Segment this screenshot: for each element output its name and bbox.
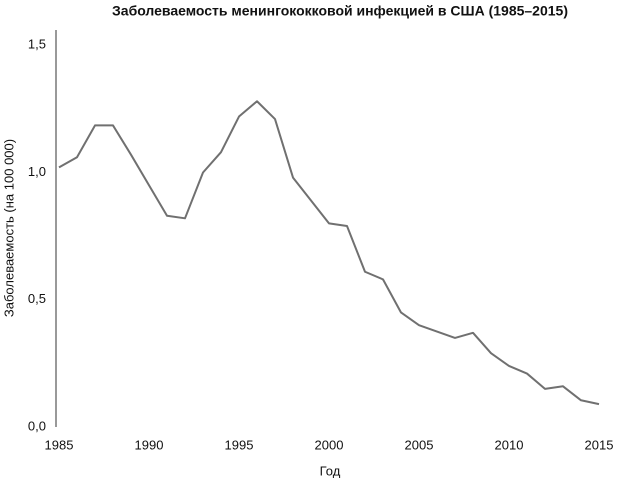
y-tick-label: 0,5: [28, 291, 46, 306]
x-tick-label: 1995: [225, 437, 254, 452]
x-axis-label: Год: [320, 463, 341, 478]
data-line: [58, 100, 600, 406]
x-tick-label: 1985: [45, 437, 74, 452]
x-tick-label: 2000: [315, 437, 344, 452]
x-tick-label: 2005: [405, 437, 434, 452]
x-tick-label: 1990: [135, 437, 164, 452]
chart-title: Заболеваемость менингококковой инфекцией…: [112, 3, 568, 19]
x-tick-label: 2015: [585, 437, 614, 452]
y-axis-label: Заболеваемость (на 100 000): [1, 139, 16, 317]
y-tick-label: 1,5: [28, 37, 46, 52]
y-tick-label: 1,0: [28, 164, 46, 179]
x-tick-label: 2010: [495, 437, 524, 452]
y-tick-label: 0,0: [28, 418, 46, 433]
